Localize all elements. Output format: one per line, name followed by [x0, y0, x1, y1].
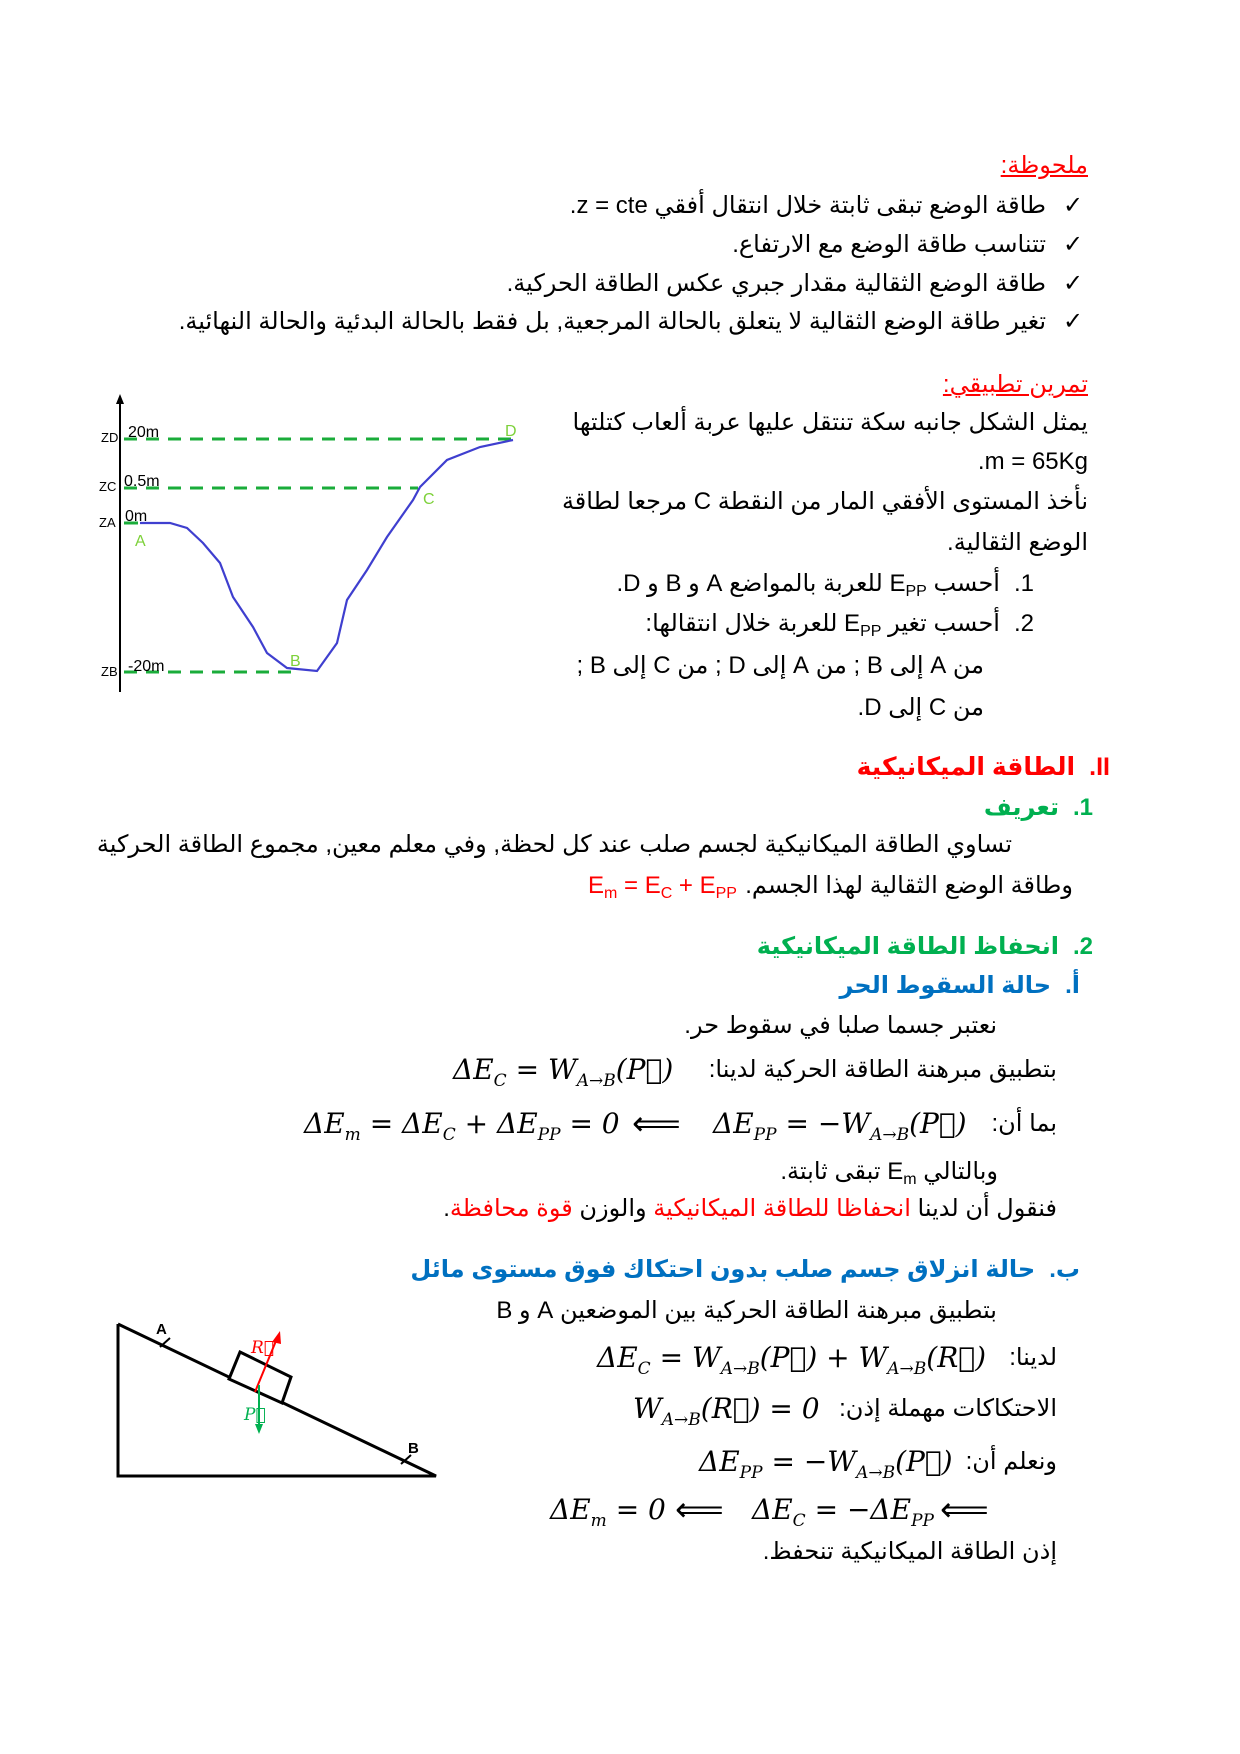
- equation: WA→B(R⃗) = 0: [633, 1392, 820, 1430]
- inclined-plane: [116, 1322, 437, 1478]
- conservation-heading: 2.انحفاظ الطاقة الميكانيكية: [756, 933, 1093, 960]
- exercise-line: m = 65Kg.: [977, 448, 1088, 475]
- position-b-label: B: [408, 1440, 419, 1457]
- check-icon: ✓: [1062, 192, 1084, 219]
- question-2-paths: من A إلى B ; من A إلى D ; من C إلى B ;: [576, 652, 984, 679]
- sliding-block: [227, 1349, 293, 1406]
- point-a-label: A: [135, 533, 146, 550]
- exercise-line: نأخذ المستوى الأفقي المار من النقطة C مر…: [561, 488, 1088, 515]
- zb-value: -20m: [128, 658, 164, 675]
- implies-arrow-icon: ⟸: [940, 1490, 989, 1530]
- incline-line: بتطبيق مبرهنة الطاقة الحركية بين الموضعي…: [496, 1297, 997, 1324]
- tick-b: [400, 1454, 412, 1465]
- incline-line: لدينا:: [1009, 1344, 1057, 1371]
- definition-heading: 1.تعريف: [983, 794, 1093, 821]
- mechanical-energy-formula: Em = EC + EPP: [588, 872, 737, 902]
- reaction-arrow-icon: [272, 1331, 281, 1344]
- free-fall-line: بتطبيق مبرهنة الطاقة الحركية لدينا:: [708, 1056, 1057, 1083]
- zc-value: 0.5m: [124, 473, 160, 490]
- equation: ΔEC = WA→B(P⃗): [453, 1053, 674, 1091]
- track-graph: ZD 20m ZC 0.5m ZA 0m ZB -20m A B C D: [99, 394, 517, 692]
- equation: ΔEPP = −WA→B(P⃗): [699, 1445, 953, 1483]
- incline-conclusion: إذن الطاقة الميكانيكية تنحفظ.: [762, 1538, 1057, 1565]
- equation: ΔEm = 0: [550, 1493, 666, 1531]
- equation: ΔEC = WA→B(P⃗) + WA→B(R⃗): [597, 1341, 987, 1379]
- check-icon: ✓: [1062, 270, 1084, 297]
- implies-arrow-icon: ⟸: [675, 1490, 724, 1530]
- reaction-vector: [254, 1335, 279, 1393]
- incline-line: ونعلم أن:: [965, 1448, 1057, 1475]
- free-fall-line: وبالتالي Em تبقى ثابتة.: [780, 1158, 998, 1188]
- exercise-line: الوضع الثقالية.: [947, 529, 1088, 556]
- zb-label: ZB: [101, 664, 118, 679]
- point-d-label: D: [505, 423, 517, 440]
- zd-label: ZD: [101, 430, 118, 445]
- implies-arrow-icon: ⟸: [632, 1104, 681, 1144]
- z-axis-arrow-icon: [116, 394, 124, 404]
- free-fall-heading: أ.حالة السقوط الحر: [839, 972, 1081, 999]
- question-2-paths: من C إلى D.: [857, 694, 984, 721]
- note-title: ملحوظة:: [1000, 152, 1088, 179]
- check-icon: ✓: [1062, 308, 1084, 335]
- free-fall-line: بما أن:: [991, 1110, 1058, 1137]
- incline-diagram: A B R⃗ P⃗: [116, 1321, 437, 1478]
- incline-line: الاحتكاكات مهملة إذن:: [839, 1395, 1057, 1422]
- exercise-title: تمرين تطبيقي:: [942, 371, 1088, 398]
- definition-line: وطاقة الوضع الثقالية لهذا الجسم.: [745, 872, 1073, 899]
- incline-heading: ب.حالة انزلاق جسم صلب بدون احتكاك فوق مس…: [410, 1256, 1080, 1283]
- exercise-line: يمثل الشكل جانبه سكة تنتقل عليها عربة أل…: [572, 409, 1088, 436]
- equation: ΔEPP = −WA→B(P⃗): [713, 1107, 967, 1145]
- za-value: 0m: [125, 508, 147, 525]
- za-label: ZA: [99, 515, 116, 530]
- equation: ΔEm = ΔEC + ΔEPP = 0: [304, 1107, 620, 1145]
- point-c-label: C: [423, 491, 435, 508]
- note-item: ✓طاقة الوضع الثقالية مقدار جبري عكس الطا…: [507, 269, 1088, 299]
- question-2: 2.أحسب تغير EPP للعربة خلال انتقالها:: [645, 610, 1034, 640]
- weight-label: P⃗: [243, 1405, 266, 1425]
- zc-label: ZC: [99, 479, 116, 494]
- question-1: 1.أحسب EPP للعربة بالمواضع A و B و D.: [616, 570, 1035, 600]
- weight-arrow-icon: [255, 1424, 263, 1434]
- definition-line: تساوي الطاقة الميكانيكية لجسم صلب عند كل…: [96, 831, 1012, 858]
- position-a-label: A: [156, 1321, 167, 1338]
- equation: ΔEC = −ΔEPP: [752, 1493, 934, 1531]
- free-fall-conclusion: فنقول أن لدينا انحفاظا للطاقة الميكانيكي…: [443, 1195, 1057, 1222]
- check-icon: ✓: [1062, 231, 1084, 258]
- reaction-label: R⃗: [250, 1338, 274, 1358]
- point-b-label: B: [290, 653, 301, 670]
- note-item: ✓تغير طاقة الوضع الثقالية لا يتعلق بالحا…: [179, 307, 1088, 337]
- free-fall-line: نعتبر جسما صلبا في سقوط حر.: [684, 1012, 997, 1039]
- zd-value: 20m: [128, 424, 159, 441]
- tick-a: [159, 1337, 171, 1348]
- note-item: ✓طاقة الوضع تبقى ثابتة خلال انتقال أفقي …: [570, 191, 1088, 221]
- track-curve: [140, 438, 514, 673]
- note-item: ✓تتناسب طاقة الوضع مع الارتفاع.: [732, 230, 1088, 260]
- section-2-heading: II.الطاقة الميكانيكية: [856, 753, 1110, 781]
